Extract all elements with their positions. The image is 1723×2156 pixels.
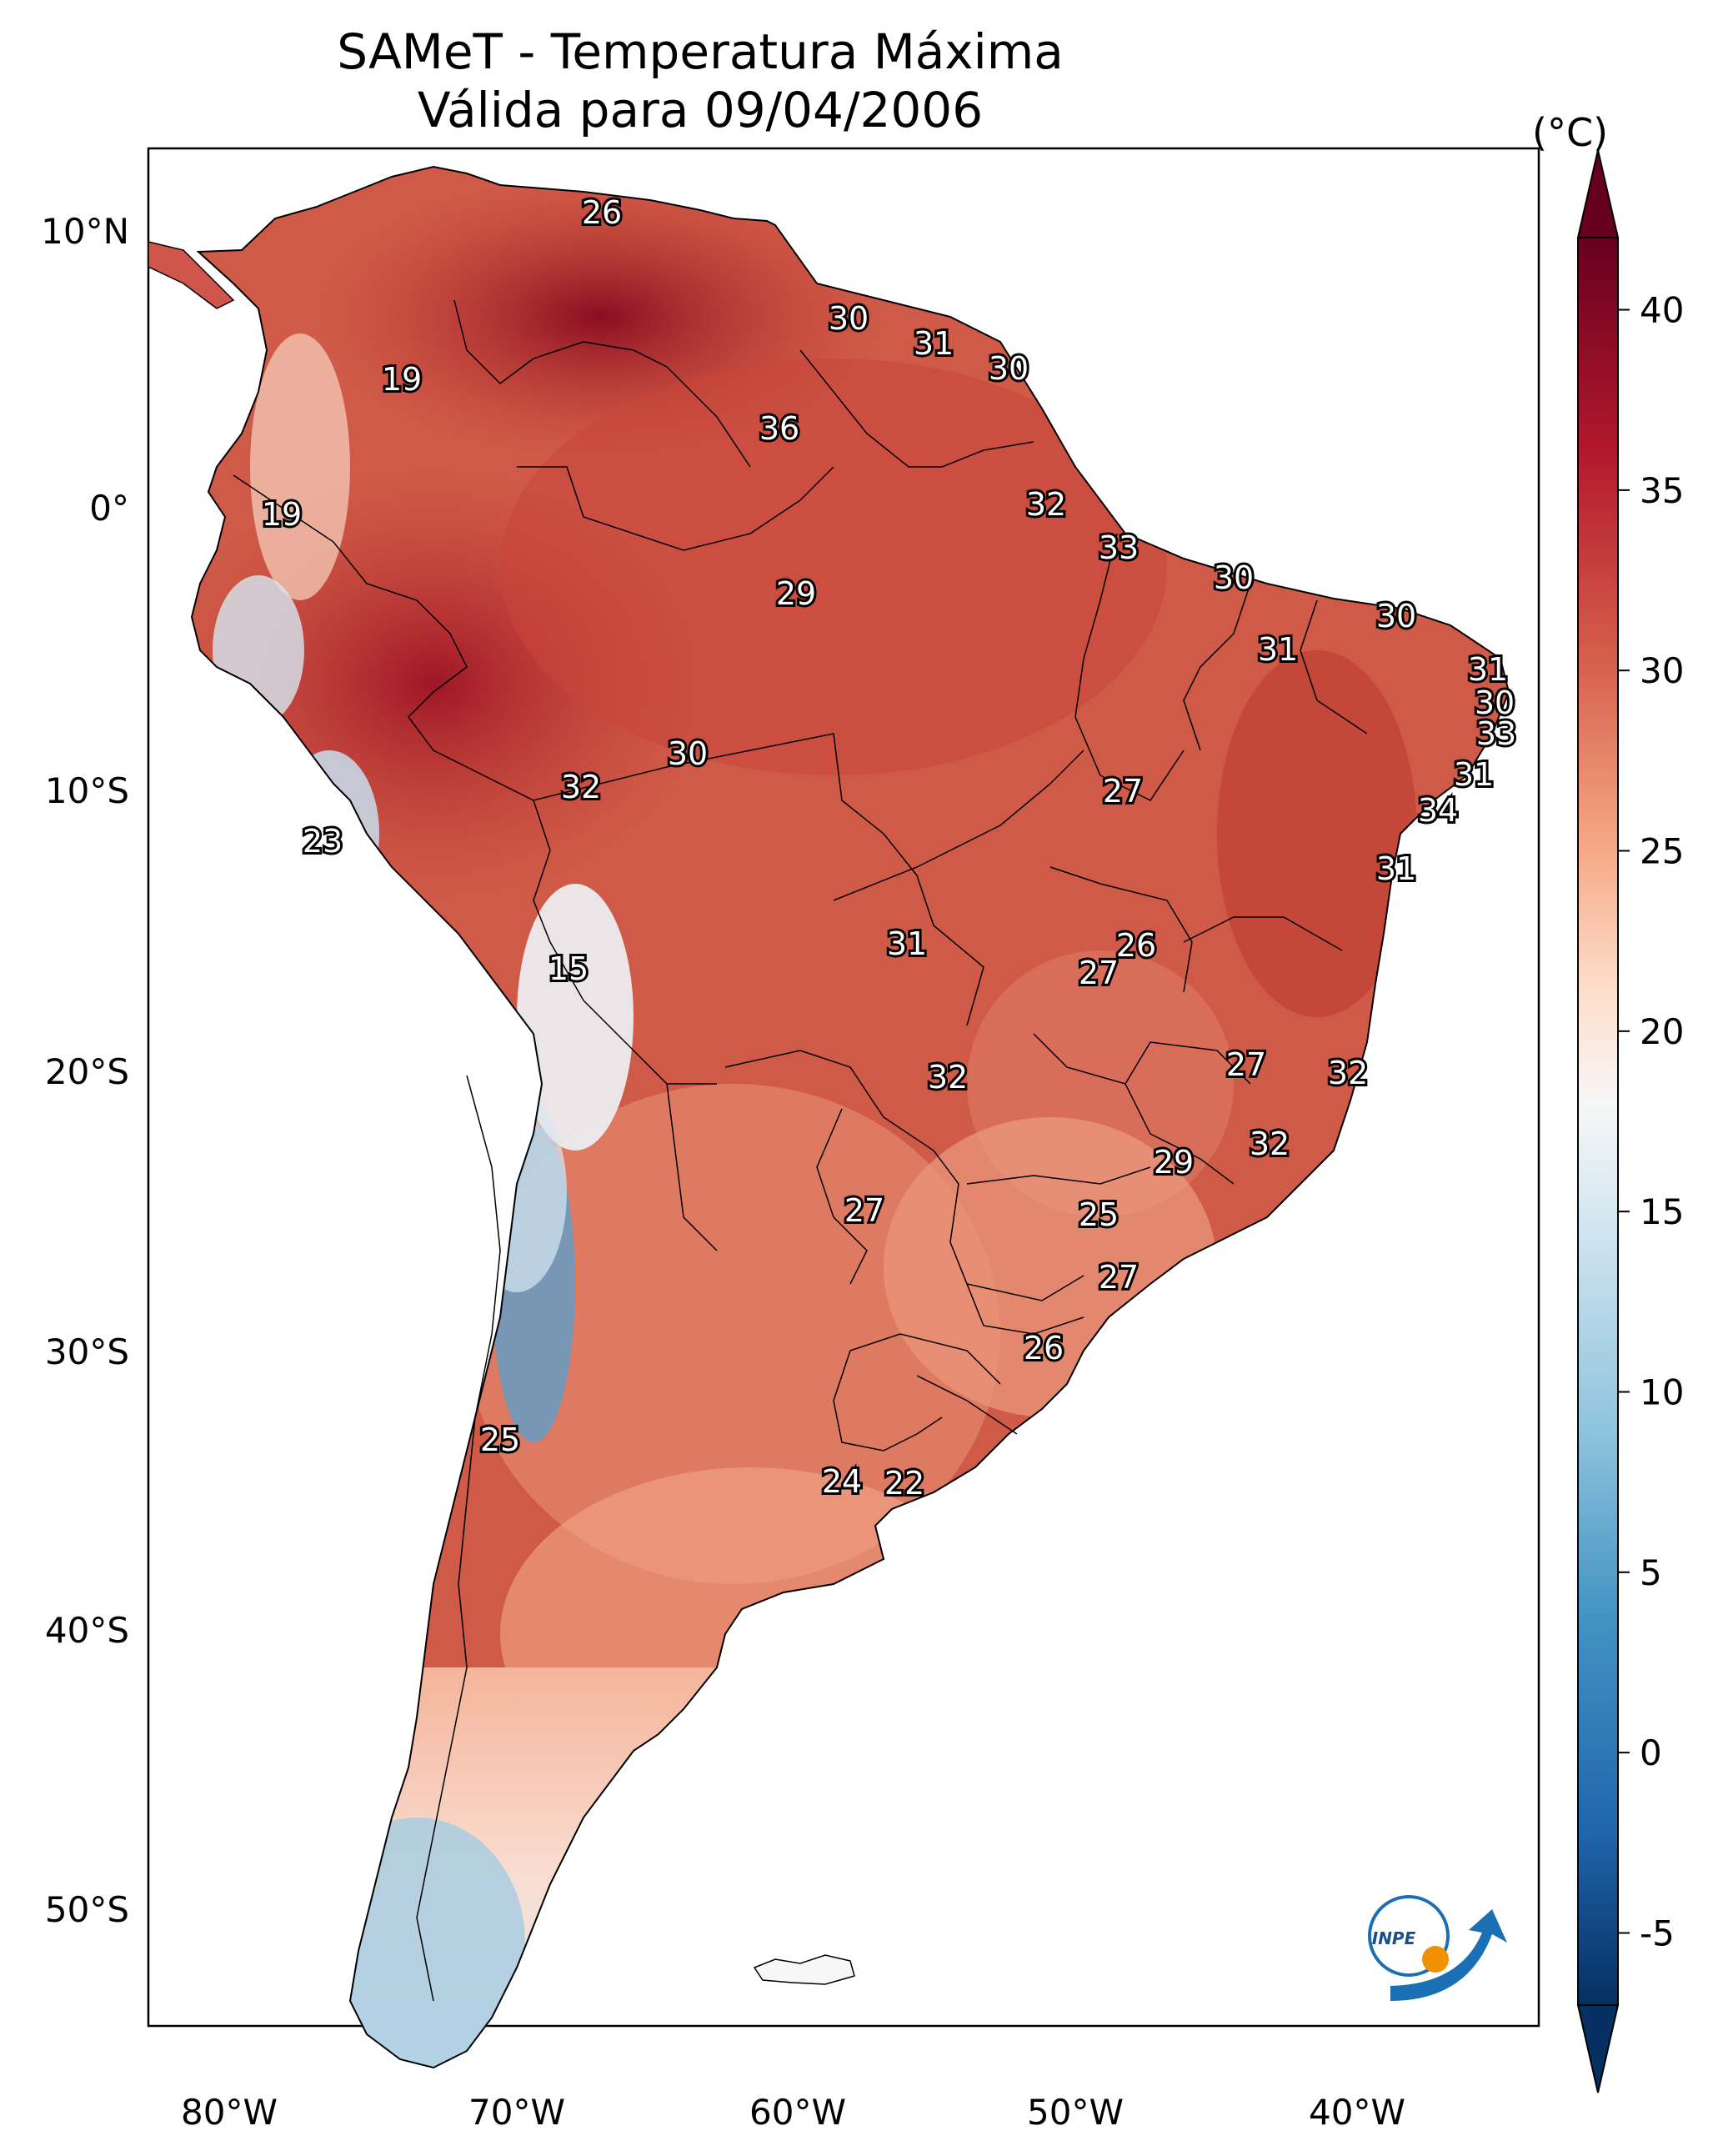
central-america — [148, 241, 235, 309]
lon-tick-labels: 80°W 70°W 60°W 50°W 40°W — [181, 2092, 1405, 2133]
temp-label: 31 — [1376, 850, 1416, 887]
temp-label: 32 — [928, 1059, 968, 1096]
lat-tick-label: 20°S — [45, 1051, 129, 1092]
temp-label: 30 — [1214, 559, 1254, 596]
temp-label: 31 — [1468, 651, 1508, 688]
colorbar-unit: (°C) — [1532, 110, 1609, 155]
temp-label: 34 — [1418, 792, 1458, 829]
temp-label: 31 — [887, 925, 927, 962]
lon-tick-label: 40°W — [1309, 2092, 1405, 2133]
lat-tick-label: 30°S — [45, 1331, 129, 1372]
lat-tick-label: 10°S — [45, 770, 129, 811]
lon-tick-label: 70°W — [468, 2092, 565, 2133]
colorbar-tick-label: 0 — [1640, 1732, 1662, 1773]
colorbar-tick-label: 15 — [1640, 1191, 1684, 1232]
colorbar-tick-label: 40 — [1640, 290, 1684, 331]
temp-label: 27 — [844, 1192, 884, 1229]
temp-label: 25 — [480, 1421, 520, 1458]
temp-label: 27 — [1226, 1046, 1266, 1083]
inpe-logo: INPE — [1368, 1895, 1507, 2001]
colorbar-top-extension — [1576, 149, 1620, 238]
colorbar-tick-label: 25 — [1640, 831, 1684, 872]
temperature-labels: 26 30 31 30 19 36 19 32 33 29 30 30 31 3… — [259, 192, 1519, 1504]
temp-label: 31 — [914, 325, 954, 362]
temp-label: 32 — [1250, 1126, 1290, 1162]
lat-tick-label: 10°N — [41, 211, 129, 252]
temp-label: 26 — [1024, 1330, 1064, 1366]
temp-label: 32 — [1026, 486, 1066, 523]
inpe-logo-text: INPE — [1372, 1928, 1416, 1948]
colorbar-tick-label: -5 — [1640, 1913, 1675, 1953]
temp-label: 32 — [1328, 1055, 1368, 1091]
colorbar-ticks: 40 35 30 25 20 15 10 5 0 -5 — [1618, 290, 1684, 1953]
temp-label: 27 — [1103, 773, 1143, 810]
temp-label: 31 — [1454, 756, 1494, 793]
lat-tick-labels: 10°N 0° 10°S 20°S 30°S 40°S 50°S — [41, 211, 129, 1930]
temp-label: 29 — [1154, 1144, 1194, 1181]
temp-label: 30 — [1376, 598, 1416, 634]
temp-label: 23 — [303, 823, 343, 860]
coastline — [190, 165, 1510, 2069]
country-borders — [233, 299, 1368, 2002]
temp-label: 27 — [1079, 955, 1119, 991]
temp-label: 19 — [262, 496, 302, 533]
map-title: SAMeT - Temperatura Máxima — [337, 23, 1064, 80]
temp-label: 24 — [822, 1463, 862, 1500]
temp-label: 26 — [1116, 927, 1156, 964]
temp-label: 33 — [1099, 529, 1139, 566]
map-subtitle: Válida para 09/04/2006 — [417, 82, 984, 138]
temp-label: 32 — [561, 769, 601, 805]
colorbar-tick-label: 35 — [1640, 470, 1684, 511]
colorbar-tick-label: 10 — [1640, 1371, 1684, 1412]
temp-label: 33 — [1476, 715, 1516, 752]
temp-label: 26 — [582, 194, 622, 231]
temp-label: 36 — [759, 410, 799, 447]
lon-tick-label: 60°W — [749, 2092, 846, 2133]
temp-label: 31 — [1258, 631, 1298, 668]
temp-label: 30 — [1475, 684, 1515, 721]
temp-label: 29 — [776, 575, 816, 612]
colorbar: 40 35 30 25 20 15 10 5 0 -5 — [1576, 149, 1684, 2093]
temp-label: 15 — [548, 950, 589, 987]
temp-label: 30 — [989, 350, 1029, 387]
temp-label: 19 — [382, 361, 422, 398]
colorbar-tick-label: 5 — [1640, 1552, 1662, 1593]
lat-tick-label: 50°S — [45, 1889, 129, 1930]
colorbar-gradient — [1577, 237, 1619, 2006]
colorbar-tick-label: 20 — [1640, 1011, 1684, 1052]
temp-label: 27 — [1099, 1259, 1139, 1296]
lat-tick-label: 0° — [89, 488, 129, 529]
temp-label: 22 — [884, 1465, 924, 1502]
colorbar-tick-label: 30 — [1640, 650, 1684, 691]
temp-label: 25 — [1079, 1196, 1119, 1233]
temp-label: 30 — [829, 300, 869, 337]
lon-tick-label: 50°W — [1027, 2092, 1124, 2133]
temp-label: 30 — [668, 735, 708, 772]
colorbar-bottom-extension — [1576, 2004, 1620, 2093]
lon-tick-label: 80°W — [181, 2092, 278, 2133]
falkland-islands — [753, 1954, 855, 1985]
lat-tick-label: 40°S — [45, 1610, 129, 1651]
